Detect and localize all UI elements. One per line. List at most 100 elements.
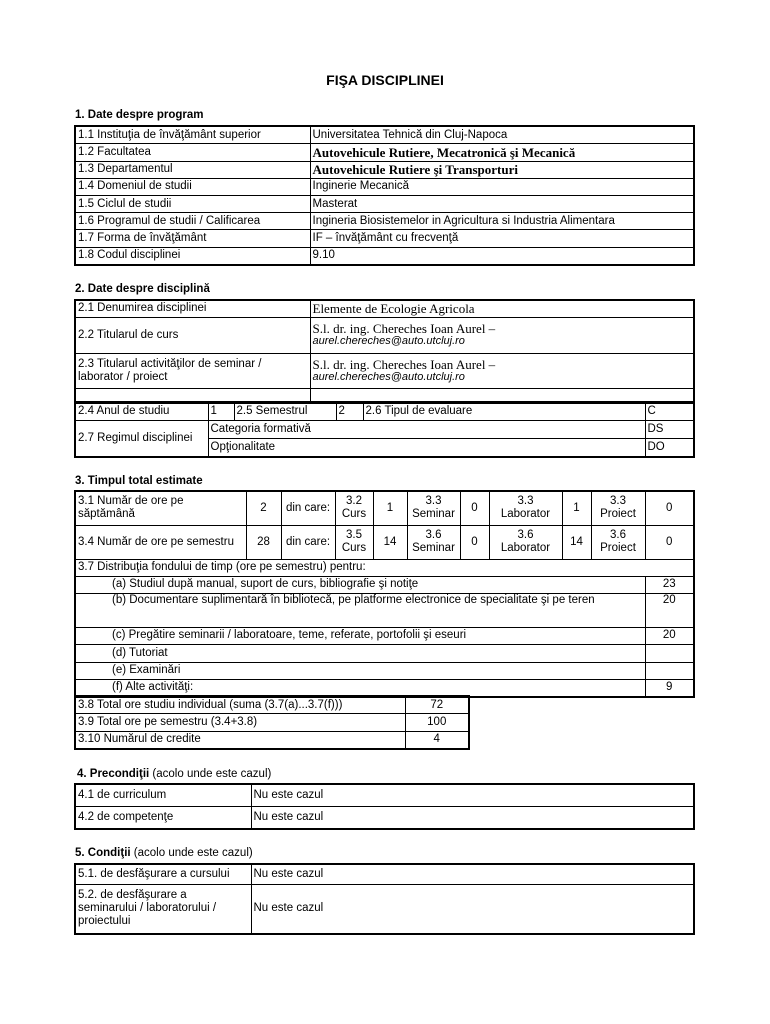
table-row: 1.2 Facultatea Autovehicule Rutiere, Meca… [74,143,695,162]
table-row: Opţionalitate DO [75,437,695,458]
table-row: 5.1. de desfăşurare a cursului Nu este ca… [74,863,695,885]
table-row: 2.1 Denumirea disciplinei Elemente de Eco… [74,299,695,318]
discipline-details-table: 2.4 Anul de studiu 1 2.5 Semestrul 2 2.6 Tip… [74,401,695,458]
table-row: 4.1 de curriculum Nu este cazul [74,783,695,807]
label: 2.2 Titularul de curs [74,316,311,354]
time-table: 3.1 Număr de ore pe săptămână 2 din care: 3… [74,490,695,698]
value: 9.10 [309,246,695,266]
table-row: 3.7 Distribuţia fondului de timp (ore pe… [74,558,695,577]
value: Autovehicule Rutiere şi Transporturi [309,160,695,179]
value: 9 [644,678,695,698]
label: 3.7 Distribuţia fondului de timp (ore pe… [74,558,695,577]
value: Masterat [309,194,695,214]
table-row: 3.9 Total ore pe semestru (3.4+3.8) 100 [74,713,470,732]
value: Nu este cazul [250,883,695,935]
value: 14 [372,524,408,560]
totals-table: 3.8 Total ore studiu individual (suma (3… [74,695,470,750]
value: Autovehicule Rutiere, Mecatronică şi Mec… [309,143,695,162]
value: IF – învăţământ cu frecvenţă [309,229,695,248]
table-row: 1.1 Instituţia de învăţământ superior Uni… [74,125,695,145]
section-1-heading: 1. Date despre program [75,109,204,121]
label: 1.3 Departamentul [74,160,311,179]
label: (b) Documentare suplimentară în bibliote… [74,592,646,628]
table-row: 2.4 Anul de studiu 1 2.5 Semestrul 2 2.6 Tip… [74,401,695,422]
label: 3.3 Proiect [590,490,646,526]
label: 5.2. de desfăşurare a seminarului / labo… [74,883,252,935]
table-row: 1.6 Programul de studii / Calificarea Ing… [74,212,695,231]
table-row: 2.3 Titularul activităţilor de seminar /… [74,352,695,389]
table-row: 3.4 Număr de ore pe semestru 28 din care: 3… [74,524,695,560]
section-2-heading: 2. Date despre disciplină [75,283,210,295]
label: din care: [280,524,336,560]
value [644,643,695,663]
program-table: 1.1 Instituţia de învăţământ superior Uni… [74,125,695,266]
preconditions-table: 4.1 de curriculum Nu este cazul 4.2 de co… [74,783,695,830]
value: Universitatea Tehnică din Cluj-Napoca [309,125,695,145]
table-row: (b) Documentare suplimentară în bibliote… [74,592,695,628]
table-row: 5.2. de desfăşurare a seminarului / labo… [74,883,695,935]
section-4-heading: 4. Precondiţii (acolo unde este cazul) [77,768,271,780]
label: 5.1. de desfăşurare a cursului [74,863,252,885]
page-title: FIŞA DISCIPLINEI [326,72,444,88]
empty-row [74,387,695,404]
heading-note: (acolo unde este cazul) [133,847,253,859]
label: 1.4 Domeniul de studii [74,177,311,196]
label: 2.6 Tipul de evaluare [362,401,646,422]
label: 3.4 Număr de ore pe semestru [74,524,247,560]
table-row: 1.7 Forma de învăţământ IF – învăţământ c… [74,229,695,248]
value: 100 [404,713,470,732]
label: (c) Pregătire seminarii / laboratoare, t… [74,626,646,645]
table-row: 3.8 Total ore studiu individual (suma (3… [74,695,470,715]
label: 1.7 Forma de învăţământ [74,229,311,248]
table-row: (d) Tutoriat [74,643,695,663]
table-row: 1.5 Ciclul de studii Masterat [74,194,695,214]
conditions-table: 5.1. de desfăşurare a cursului Nu este ca… [74,863,695,935]
value: 0 [459,524,490,560]
label: 3.3 Laborator [488,490,563,526]
label: 1.8 Codul disciplinei [74,246,311,266]
label: 2.5 Semestrul [233,401,337,422]
label: 4.2 de competenţe [74,806,252,830]
label: (e) Examinări [74,661,646,680]
seminar-holder-email[interactable]: aurel.chereches@auto.utcluj.ro [312,370,465,383]
label: 2.1 Denumirea disciplinei [74,299,311,318]
table-row: (c) Pregătire seminarii / laboratoare, t… [74,626,695,645]
label: Opţionalitate [207,437,646,458]
value: 2 [245,490,282,526]
seminar-holder: S.l. dr. ing. Chereches Ioan Aurel – [312,356,496,372]
label: Categoria formativă [207,420,646,439]
value: 23 [644,575,695,594]
value: 0 [644,490,695,526]
value: Nu este cazul [250,783,695,807]
table-row: 4.2 de competenţe Nu este cazul [74,806,695,830]
value [644,661,695,680]
value: 0 [459,490,490,526]
value: DS [644,420,695,439]
value: Nu este cazul [250,863,695,885]
label: 1.1 Instituţia de învăţământ superior [74,125,311,145]
label: 3.2 Curs [334,490,374,526]
value: 20 [644,592,695,628]
label: 3.9 Total ore pe semestru (3.4+3.8) [74,713,406,732]
value: 4 [404,730,470,750]
value: Nu este cazul [250,806,695,830]
value: Elemente de Ecologie Agricola [309,299,695,318]
table-row: (e) Examinări [74,661,695,680]
label: 3.5 Curs [334,524,374,560]
heading-note: (acolo unde este cazul) [152,768,272,780]
course-holder-email[interactable]: aurel.chereches@auto.utcluj.ro [312,335,465,347]
value: 1 [372,490,408,526]
value: 20 [644,626,695,645]
value: 72 [404,695,470,715]
label: (d) Tutoriat [74,643,646,663]
heading-text: 4. Precondiţii [77,768,150,780]
value: 14 [561,524,592,560]
label: 2.3 Titularul activităţilor de seminar /… [74,352,311,389]
discipline-table: 2.1 Denumirea disciplinei Elemente de Eco… [74,299,695,404]
table-row: 2.2 Titularul de curs S.l. dr. ing. Chere… [74,316,695,354]
label: 2.7 Regimul disciplinei [74,420,209,458]
value: DO [644,437,695,458]
heading-text: 5. Condiţii [75,847,131,859]
table-row: 1.4 Domeniul de studii Inginerie Mecanică [74,177,695,196]
value: Inginerie Mecanică [309,177,695,196]
